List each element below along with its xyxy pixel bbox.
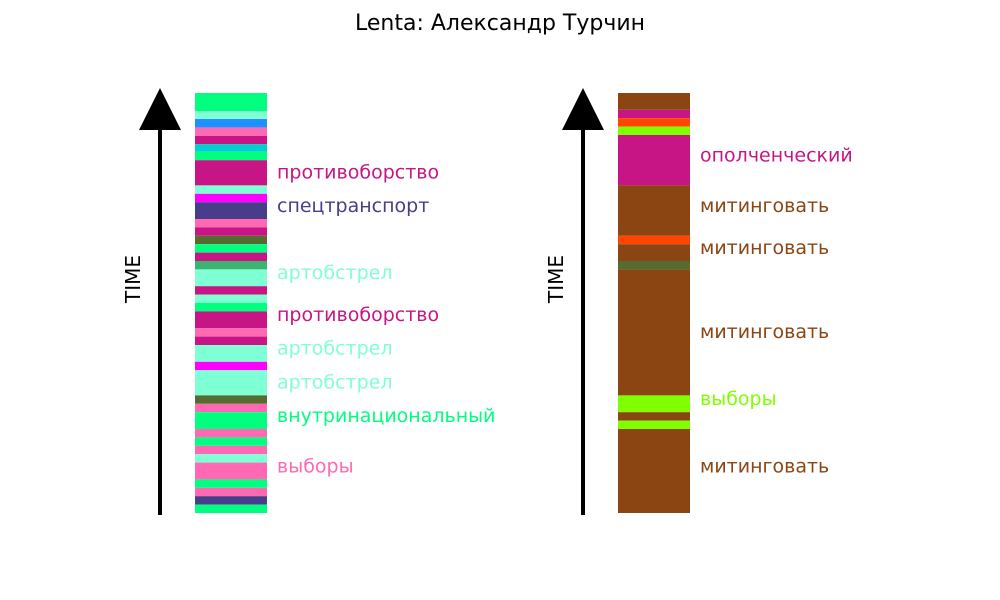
timeline-segment <box>195 462 267 480</box>
timeline-segment <box>618 118 690 127</box>
timeline-segment <box>195 227 267 236</box>
timeline-segment <box>195 111 267 120</box>
timeline-segment <box>195 119 267 128</box>
topic-label: спецтранспорт <box>277 195 429 217</box>
timeline-segment <box>618 420 690 429</box>
topic-label: митинговать <box>700 455 829 477</box>
topic-label: артобстрел <box>277 262 393 284</box>
topic-label: артобстрел <box>277 338 393 360</box>
topic-label: артобстрел <box>277 371 393 393</box>
timeline-segment <box>195 403 267 413</box>
timeline-segment <box>618 185 690 236</box>
topic-label: противоборство <box>277 161 439 183</box>
timeline-segment <box>618 269 690 396</box>
timeline-segment <box>195 185 267 194</box>
timeline-segment <box>195 504 267 513</box>
topic-label: противоборство <box>277 304 439 326</box>
timeline-segment <box>195 244 267 253</box>
timeline-segment <box>195 336 267 345</box>
time-axis-label: TIME <box>121 255 145 304</box>
timeline-segment <box>195 437 267 446</box>
timeline-segment <box>195 370 267 396</box>
topic-label: митинговать <box>700 237 829 259</box>
timeline-segment <box>195 135 267 145</box>
topic-label: выборы <box>700 388 777 410</box>
timeline-panel-2: TIME ополченческий митинговать митинговать м… <box>544 88 853 515</box>
timeline-segment <box>195 454 267 463</box>
timeline-segment <box>195 193 267 203</box>
timeline-segment <box>195 235 267 245</box>
timeline-segment <box>618 395 690 413</box>
time-axis-arrowhead-icon <box>139 88 181 130</box>
timeline-segment <box>195 479 267 488</box>
timeline-segment <box>195 127 267 136</box>
timeline-segment <box>195 286 267 295</box>
timeline-segment <box>618 93 690 110</box>
timeline-segment <box>618 412 690 421</box>
topic-label: ополченческий <box>700 145 853 167</box>
timeline-segment <box>618 244 690 261</box>
timeline-segment <box>195 303 267 312</box>
time-axis-arrowhead-icon <box>562 88 604 130</box>
timeline-segment <box>195 144 267 152</box>
timeline-segment <box>618 126 690 135</box>
timeline-segment <box>195 345 267 362</box>
timeline-segment <box>618 235 690 245</box>
topic-label: митинговать <box>700 195 829 217</box>
topic-label: митинговать <box>700 321 829 343</box>
time-axis-label: TIME <box>544 255 568 304</box>
timeline-panel-1: TIME противоборство спецтранспорт артобстре… <box>121 88 496 515</box>
timeline-segment <box>195 219 267 228</box>
chart-title: Lenta: Александр Турчин <box>355 11 645 36</box>
timeline-segment <box>195 487 267 497</box>
topic-label: внутринациональный <box>277 405 496 427</box>
timeline-segment <box>195 202 267 219</box>
timeline-segment <box>195 328 267 337</box>
timeline-segment <box>618 109 690 119</box>
timeline-segment <box>195 160 267 186</box>
timeline-segment <box>618 429 690 513</box>
timeline-segment <box>195 395 267 404</box>
timeline-segment <box>195 412 267 429</box>
timeline-segment <box>618 135 690 186</box>
timeline-segment <box>195 151 267 161</box>
timeline-segment <box>195 496 267 505</box>
topic-label: выборы <box>277 455 354 477</box>
timeline-segment <box>195 93 267 112</box>
timeline-segment <box>195 261 267 270</box>
timeline-segment <box>195 361 267 371</box>
timeline-segment <box>195 311 267 329</box>
timeline-segment <box>195 294 267 303</box>
timeline-segment <box>195 445 267 455</box>
timeline-segment <box>195 269 267 287</box>
timeline-segment <box>618 261 690 270</box>
timeline-segment <box>195 252 267 261</box>
timeline-segment <box>195 429 267 438</box>
